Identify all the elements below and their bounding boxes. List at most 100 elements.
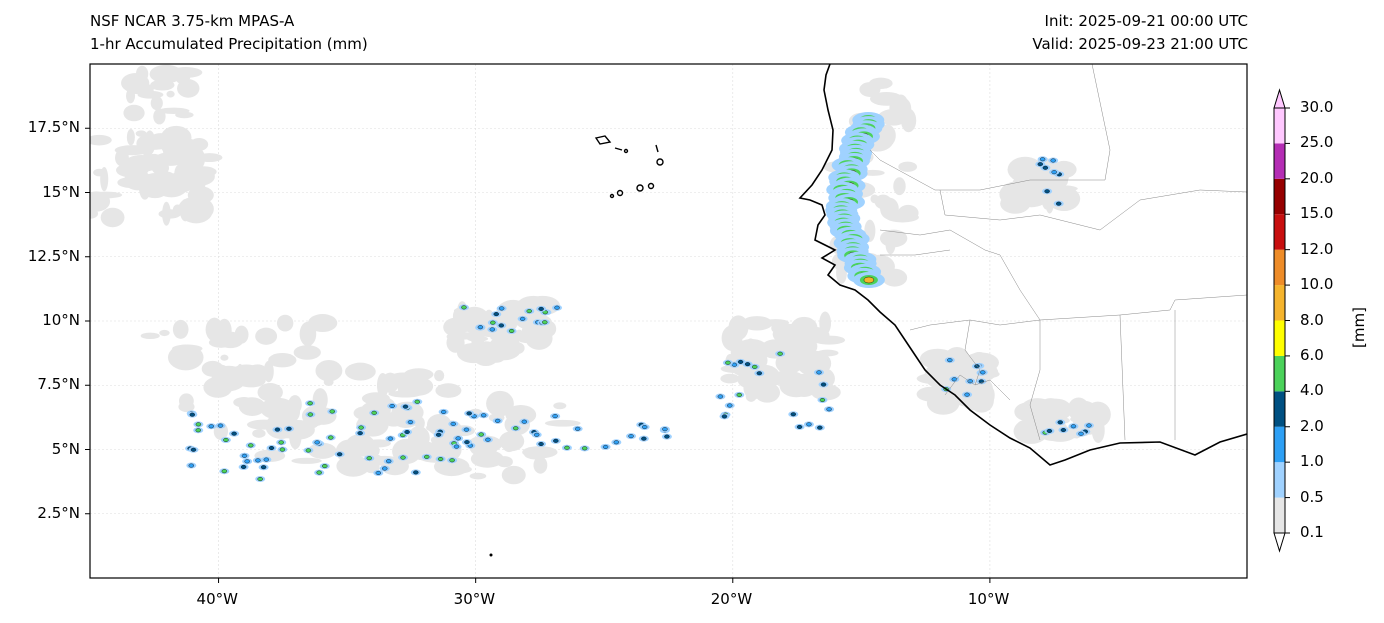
precip-core bbox=[737, 359, 744, 364]
precip-light bbox=[312, 388, 328, 412]
precip-core bbox=[336, 452, 343, 457]
lat-tick-label: 2.5°N bbox=[37, 503, 80, 522]
precipitation-field bbox=[90, 64, 1111, 485]
precip-light bbox=[484, 309, 494, 320]
precip-light bbox=[453, 307, 474, 315]
valid-time: Valid: 2025-09-23 21:00 UTC bbox=[1032, 35, 1248, 53]
colorbar-extend-max bbox=[1273, 88, 1286, 109]
precip-core bbox=[498, 323, 505, 328]
precip-light bbox=[135, 65, 149, 82]
precip-light bbox=[889, 96, 912, 120]
colorbar-bin bbox=[1274, 249, 1285, 286]
precip-core bbox=[231, 431, 237, 436]
precip-core bbox=[717, 394, 724, 399]
colorbar bbox=[1273, 88, 1290, 553]
precip-light bbox=[157, 107, 190, 114]
precip-core bbox=[307, 401, 313, 406]
precip-core bbox=[1042, 165, 1049, 170]
precip-light bbox=[1010, 191, 1025, 202]
precip-light bbox=[1004, 182, 1030, 193]
precip-core bbox=[244, 459, 250, 464]
precip-light bbox=[1036, 398, 1065, 424]
precip-core bbox=[402, 404, 409, 409]
colorbar-bin bbox=[1274, 497, 1285, 533]
lon-tick-label: 20°W bbox=[710, 590, 753, 608]
precip-core bbox=[967, 379, 973, 384]
precip-light bbox=[213, 389, 227, 397]
precip-light bbox=[188, 164, 204, 179]
lat-tick-label: 5°N bbox=[51, 439, 80, 458]
precip-core bbox=[1070, 424, 1077, 429]
precip-light bbox=[771, 323, 781, 333]
precip-light bbox=[414, 416, 425, 430]
precip-core bbox=[1051, 170, 1057, 175]
precip-core bbox=[744, 362, 751, 367]
precip-light bbox=[533, 456, 548, 474]
colorbar-bin bbox=[1274, 143, 1285, 179]
colorbar-level-label: 30.0 bbox=[1300, 98, 1334, 116]
precip-core bbox=[328, 435, 334, 440]
precip-core bbox=[278, 440, 284, 445]
precip-core bbox=[947, 358, 953, 363]
precip-core bbox=[279, 447, 286, 452]
precip-light bbox=[323, 378, 334, 386]
precip-light bbox=[307, 314, 338, 333]
precip-light bbox=[291, 457, 322, 464]
precip-core bbox=[195, 422, 202, 427]
precip-core bbox=[736, 392, 743, 397]
precip-light bbox=[116, 162, 149, 178]
cape-verde-islands bbox=[594, 135, 664, 199]
precip-core bbox=[508, 328, 515, 333]
precip-light bbox=[100, 207, 125, 228]
precip-core bbox=[564, 445, 570, 450]
precip-core bbox=[1039, 157, 1046, 162]
colorbar-level-label: 12.0 bbox=[1300, 239, 1334, 258]
precip-light bbox=[308, 442, 337, 459]
init-time: Init: 2025-09-21 00:00 UTC bbox=[1044, 12, 1248, 30]
colorbar-bin bbox=[1274, 426, 1285, 463]
colorbar-level-label: 15.0 bbox=[1300, 204, 1334, 223]
precip-light bbox=[515, 329, 524, 342]
precip-core bbox=[329, 409, 335, 414]
precip-light bbox=[172, 344, 203, 353]
precip-core bbox=[480, 413, 487, 418]
precip-light bbox=[90, 134, 112, 146]
precip-core bbox=[221, 469, 228, 474]
precip-light bbox=[255, 327, 278, 345]
precip-core bbox=[316, 470, 322, 475]
precip-light bbox=[129, 87, 145, 95]
colorbar-level-label: 1.0 bbox=[1300, 452, 1324, 471]
precip-light bbox=[478, 442, 499, 449]
precip-core bbox=[375, 470, 382, 475]
precip-core bbox=[1057, 420, 1063, 425]
precip-light bbox=[336, 455, 370, 477]
precip-core bbox=[449, 458, 455, 463]
country-borders bbox=[869, 64, 1247, 441]
colorbar-bin bbox=[1274, 320, 1285, 356]
gridlines bbox=[90, 64, 1247, 578]
precip-light bbox=[299, 321, 317, 347]
precip-light bbox=[869, 77, 893, 89]
precip-core bbox=[478, 432, 484, 437]
precip-core bbox=[257, 477, 263, 482]
colorbar-level-label: 8.0 bbox=[1300, 310, 1324, 329]
precip-core bbox=[466, 411, 472, 416]
precip-core bbox=[1050, 158, 1056, 163]
model-title: NSF NCAR 3.75-km MPAS-A bbox=[90, 12, 295, 30]
precip-light bbox=[882, 268, 908, 287]
precip-light bbox=[892, 209, 902, 218]
precip-light bbox=[233, 397, 255, 408]
precip-light bbox=[401, 376, 434, 396]
precip-core bbox=[613, 440, 620, 445]
precip-core bbox=[240, 464, 247, 469]
precip-core bbox=[727, 403, 733, 408]
precip-light bbox=[150, 96, 163, 111]
precip-light bbox=[315, 359, 343, 382]
precip-light bbox=[553, 402, 567, 410]
precip-light bbox=[770, 370, 803, 382]
precip-core bbox=[1046, 428, 1053, 433]
precip-light bbox=[879, 229, 908, 248]
precip-light bbox=[137, 90, 164, 99]
colorbar-extend-min bbox=[1273, 532, 1286, 553]
precip-core bbox=[241, 453, 248, 458]
